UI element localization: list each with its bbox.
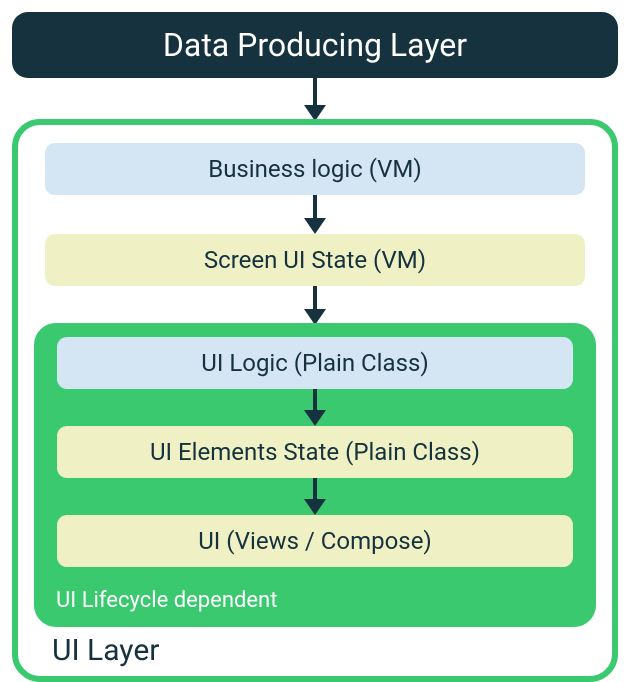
arrow-icon (304, 389, 326, 426)
arrow-icon (304, 478, 326, 515)
ui-lifecycle-container: UI Logic (Plain Class) UI Elements State… (34, 323, 596, 627)
screen-ui-state-box: Screen UI State (VM) (45, 234, 585, 286)
architecture-diagram: Data Producing Layer Business logic (VM)… (12, 12, 618, 682)
arrow-head (304, 218, 326, 234)
arrow-stem (313, 78, 317, 106)
arrow-icon (304, 78, 326, 121)
arrow-icon (304, 286, 326, 325)
arrow-stem (313, 389, 317, 411)
ui-layer-container: Business logic (VM) Screen UI State (VM)… (12, 119, 618, 682)
arrow-head (304, 499, 326, 515)
arrow-icon (304, 195, 326, 234)
arrow-head (304, 410, 326, 426)
ui-elements-state-box: UI Elements State (Plain Class) (57, 426, 573, 478)
arrow-stem (313, 286, 317, 310)
data-producing-layer-box: Data Producing Layer (12, 12, 618, 78)
arrow-stem (313, 195, 317, 219)
ui-logic-box: UI Logic (Plain Class) (57, 337, 573, 389)
ui-lifecycle-caption: UI Lifecycle dependent (56, 588, 277, 613)
ui-views-box: UI (Views / Compose) (57, 515, 573, 567)
ui-layer-caption: UI Layer (52, 633, 159, 668)
business-logic-box: Business logic (VM) (45, 143, 585, 195)
arrow-stem (313, 478, 317, 500)
